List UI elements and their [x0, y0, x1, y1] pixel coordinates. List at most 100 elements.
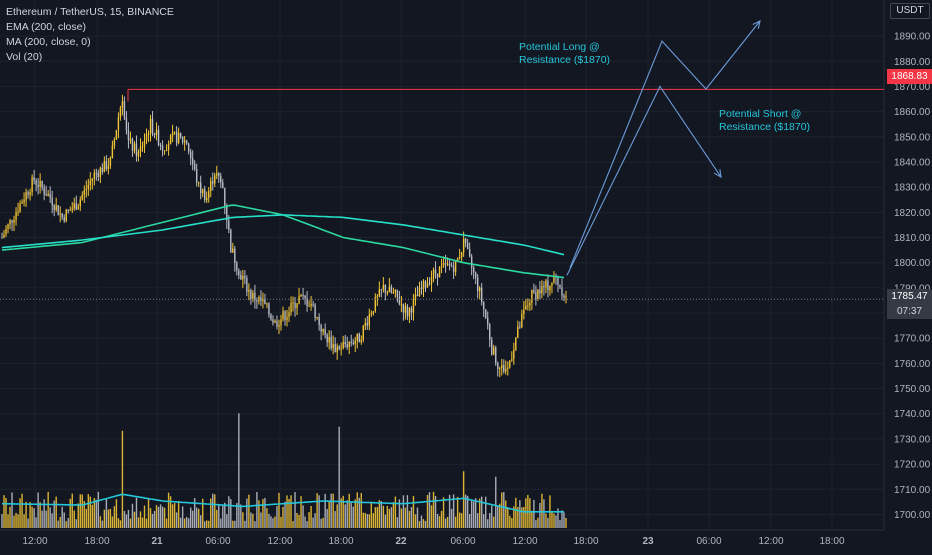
- candle-body: [230, 229, 232, 253]
- candle-body: [320, 324, 322, 332]
- candle-body: [3, 234, 5, 238]
- volume-bar: [181, 506, 184, 528]
- time-tick-label: 12:00: [758, 536, 783, 547]
- ema-indicator-label[interactable]: EMA (200, close): [6, 21, 86, 33]
- candle-body: [330, 336, 332, 349]
- volume-bar: [23, 514, 25, 528]
- price-tick-label: 1870.00: [894, 82, 931, 93]
- candle-body: [420, 287, 423, 289]
- price-tick-label: 1840.00: [894, 157, 931, 168]
- candle-body: [424, 281, 427, 288]
- long-annotation-line-2: Resistance ($1870): [519, 54, 611, 66]
- candle-body: [222, 182, 224, 188]
- volume-bar: [7, 514, 9, 528]
- candle-body: [185, 140, 188, 144]
- volume-indicator-label[interactable]: Vol (20): [6, 51, 43, 63]
- candle-body: [366, 322, 368, 326]
- volume-bar: [464, 494, 467, 528]
- currency-unit-label[interactable]: USDT: [890, 3, 930, 19]
- candle-body: [430, 276, 433, 284]
- candle-body: [505, 368, 507, 372]
- candle-body: [61, 213, 63, 218]
- volume-bar: [505, 500, 507, 528]
- candle-body: [422, 281, 425, 289]
- candle-body: [151, 118, 154, 134]
- volume-bar: [340, 498, 342, 528]
- volume-bar: [83, 501, 85, 528]
- volume-bar: [183, 518, 186, 528]
- long-annotation[interactable]: Potential Long @ Resistance ($1870): [519, 41, 610, 67]
- volume-bar: [250, 512, 252, 528]
- candle-body: [187, 143, 190, 152]
- time-tick-label: 06:00: [696, 536, 721, 547]
- candle-body: [200, 182, 202, 194]
- candle-body: [173, 131, 176, 133]
- volume-bar: [547, 517, 549, 528]
- candle-body: [53, 205, 55, 210]
- volume-bar: [499, 503, 501, 528]
- candle-body: [523, 309, 525, 314]
- volume-bar: [47, 491, 49, 528]
- candle-body: [191, 158, 194, 165]
- volume-bar: [268, 513, 270, 528]
- volume-bar: [288, 498, 290, 528]
- volume-bar: [452, 494, 455, 528]
- candle-body: [111, 145, 114, 158]
- price-tick-label: 1820.00: [894, 208, 931, 219]
- candle-body: [529, 303, 531, 306]
- volume-bar: [320, 518, 322, 528]
- candle-body: [115, 130, 118, 140]
- volume-bar: [537, 517, 539, 528]
- candle-body: [563, 295, 565, 298]
- candle-body: [206, 197, 208, 201]
- volume-bar: [487, 519, 489, 528]
- candle-body: [19, 203, 21, 212]
- candle-body: [466, 243, 469, 250]
- candle-body: [440, 265, 443, 268]
- volume-bar: [151, 513, 154, 528]
- candle-body: [448, 263, 451, 266]
- candle-body: [167, 144, 170, 150]
- candle-body: [278, 325, 280, 327]
- volume-bar: [71, 493, 73, 528]
- volume-bar: [312, 517, 314, 528]
- symbol-title[interactable]: Ethereum / TetherUS, 15, BINANCE: [6, 6, 174, 18]
- volume-bar: [127, 509, 130, 528]
- volume-bar: [248, 494, 250, 528]
- volume-bar: [458, 512, 461, 528]
- candle-body: [45, 194, 47, 196]
- time-tick-label: 18:00: [819, 536, 844, 547]
- volume-bar: [386, 506, 389, 528]
- volume-bar: [394, 496, 397, 528]
- candle-body: [171, 132, 174, 136]
- volume-bar: [214, 494, 216, 528]
- volume-bar: [37, 492, 39, 528]
- volume-bar: [165, 518, 168, 528]
- candle-body: [499, 368, 501, 370]
- long-annotation-line-1: Potential Long @: [519, 41, 600, 53]
- candle-body: [75, 203, 77, 210]
- candle-body: [485, 309, 487, 318]
- candle-body: [446, 263, 449, 265]
- candle-body: [434, 269, 437, 274]
- candle-body: [418, 287, 421, 297]
- price-tick-label: 1750.00: [894, 384, 931, 395]
- short-annotation-line-1: Potential Short @: [719, 108, 802, 120]
- volume-bar: [195, 507, 198, 528]
- candle-body: [476, 277, 479, 292]
- short-annotation[interactable]: Potential Short @ Resistance ($1870): [719, 108, 810, 134]
- candle-body: [503, 365, 505, 372]
- volume-bar: [513, 506, 515, 528]
- candle-body: [535, 292, 537, 299]
- candle-body: [458, 257, 461, 259]
- price-tick-label: 1830.00: [894, 183, 931, 194]
- volume-bar: [89, 496, 92, 528]
- candle-body: [404, 306, 407, 313]
- ma-indicator-label[interactable]: MA (200, close, 0): [6, 36, 91, 48]
- candle-body: [342, 341, 344, 349]
- candle-body: [302, 294, 304, 296]
- candle-body: [348, 341, 350, 348]
- volume-bar: [141, 517, 144, 528]
